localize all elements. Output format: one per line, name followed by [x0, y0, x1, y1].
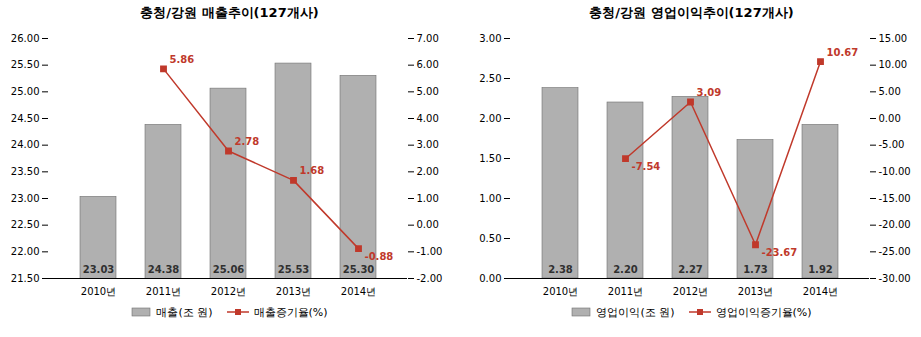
- svg-text:2013년: 2013년: [276, 286, 311, 297]
- svg-text:2011년: 2011년: [608, 286, 643, 297]
- svg-text:0.00: 0.00: [879, 113, 901, 124]
- svg-text:-0.88: -0.88: [365, 251, 394, 262]
- svg-text:26.00: 26.00: [11, 33, 40, 44]
- svg-text:25.30: 25.30: [343, 264, 375, 275]
- svg-text:-10.00: -10.00: [879, 166, 911, 177]
- svg-text:22.00: 22.00: [11, 246, 40, 257]
- svg-text:2.20: 2.20: [613, 264, 638, 275]
- svg-text:2.00: 2.00: [479, 113, 501, 124]
- svg-text:3.00: 3.00: [479, 33, 501, 44]
- svg-text:3.00: 3.00: [417, 139, 439, 150]
- svg-text:-25.00: -25.00: [879, 246, 911, 257]
- svg-text:5.00: 5.00: [879, 86, 901, 97]
- svg-text:24.00: 24.00: [11, 139, 40, 150]
- svg-text:1.00: 1.00: [417, 193, 439, 204]
- svg-text:23.00: 23.00: [11, 193, 40, 204]
- svg-text:1.92: 1.92: [808, 264, 833, 275]
- svg-text:2012년: 2012년: [673, 286, 708, 297]
- svg-text:2011년: 2011년: [146, 286, 181, 297]
- svg-text:1.00: 1.00: [479, 193, 501, 204]
- svg-text:1.73: 1.73: [743, 264, 768, 275]
- svg-text:-1.00: -1.00: [417, 246, 443, 257]
- html-text:매출증기율(%): 매출증기율(%): [253, 305, 328, 319]
- svg-text:2012년: 2012년: [211, 286, 246, 297]
- svg-text:-5.00: -5.00: [879, 139, 905, 150]
- svg-text:5.86: 5.86: [170, 54, 195, 65]
- svg-text:15.00: 15.00: [879, 33, 908, 44]
- svg-text:-20.00: -20.00: [879, 219, 911, 230]
- svg-text:1.50: 1.50: [479, 153, 501, 164]
- svg-text:2.27: 2.27: [678, 264, 703, 275]
- svg-text:-2.00: -2.00: [417, 273, 443, 284]
- svg-text:0.00: 0.00: [479, 273, 501, 284]
- html-text:매출(조 원): 매출(조 원): [156, 305, 213, 319]
- html-text:충청/강원 매출추이(127개사): 충청/강원 매출추이(127개사): [140, 5, 319, 20]
- svg-text:7.00: 7.00: [417, 33, 439, 44]
- html-text:영업이익(조 원): 영업이익(조 원): [596, 305, 675, 319]
- svg-text:25.53: 25.53: [278, 264, 310, 275]
- svg-text:10.67: 10.67: [827, 47, 859, 58]
- svg-text:2010년: 2010년: [543, 286, 578, 297]
- html-text:영업이익증기율(%): 영업이익증기율(%): [715, 305, 812, 319]
- svg-text:2.00: 2.00: [417, 166, 439, 177]
- svg-text:2010년: 2010년: [81, 286, 116, 297]
- svg-text:3.09: 3.09: [697, 87, 722, 98]
- svg-text:2014년: 2014년: [803, 286, 838, 297]
- svg-text:10.00: 10.00: [879, 59, 908, 70]
- svg-text:24.50: 24.50: [11, 113, 40, 124]
- svg-text:5.00: 5.00: [417, 86, 439, 97]
- svg-text:0.00: 0.00: [417, 219, 439, 230]
- svg-text:25.50: 25.50: [11, 59, 40, 70]
- svg-text:6.00: 6.00: [417, 59, 439, 70]
- svg-text:23.50: 23.50: [11, 166, 40, 177]
- svg-text:2.50: 2.50: [479, 73, 501, 84]
- svg-text:21.50: 21.50: [11, 273, 40, 284]
- svg-text:-7.54: -7.54: [632, 161, 661, 172]
- svg-text:25.06: 25.06: [213, 264, 245, 275]
- svg-text:-15.00: -15.00: [879, 193, 911, 204]
- svg-text:0.50: 0.50: [479, 233, 501, 244]
- svg-text:22.50: 22.50: [11, 219, 40, 230]
- svg-text:2014년: 2014년: [341, 286, 376, 297]
- svg-text:-23.67: -23.67: [762, 247, 798, 258]
- svg-text:24.38: 24.38: [148, 264, 180, 275]
- html-text:충청/강원 영업이익추이(127개사): 충청/강원 영업이익추이(127개사): [589, 5, 794, 20]
- svg-text:23.03: 23.03: [83, 264, 115, 275]
- svg-text:2013년: 2013년: [738, 286, 773, 297]
- svg-text:2.38: 2.38: [548, 264, 573, 275]
- svg-text:2.78: 2.78: [235, 136, 260, 147]
- svg-text:1.68: 1.68: [300, 165, 325, 176]
- svg-text:4.00: 4.00: [417, 113, 439, 124]
- svg-text:25.00: 25.00: [11, 86, 40, 97]
- svg-text:-30.00: -30.00: [879, 273, 911, 284]
